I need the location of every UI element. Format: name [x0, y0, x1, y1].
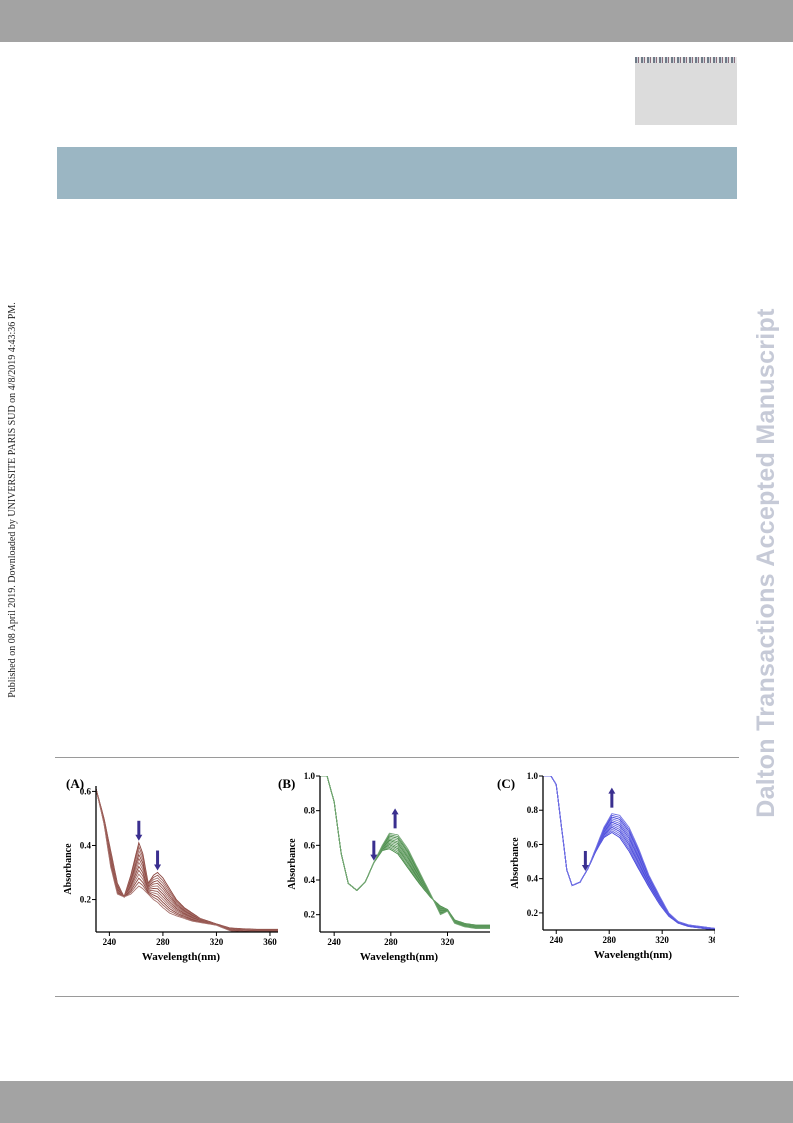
logo-strip [635, 57, 737, 63]
header-bar [0, 0, 793, 42]
panel-label: (C) [497, 776, 515, 791]
spectrum-line [543, 776, 715, 929]
x-axis-label: Wavelength(nm) [360, 951, 439, 963]
figure-top-rule [55, 757, 739, 758]
x-tick-label: 320 [441, 937, 455, 947]
accepted-manuscript-watermark: Dalton Transactions Accepted Manuscript [752, 308, 780, 818]
arrow-up-icon [391, 808, 399, 829]
spectrum-line [543, 776, 715, 930]
x-tick-label: 280 [156, 937, 170, 947]
spectrum-line [543, 776, 715, 930]
article-title-band [57, 147, 737, 199]
spectrum-line [543, 776, 715, 930]
spectrum-line [543, 776, 715, 930]
spectrum-line [543, 776, 715, 930]
spectrum-line [96, 788, 239, 932]
y-tick-label: 0.4 [527, 874, 539, 884]
chart-panel-a: 240 280 320 360 0.2 0.4 0.6 Wavelength(nm) Absor… [63, 776, 278, 963]
y-tick-label: 0.2 [527, 908, 539, 918]
y-tick-label: 0.8 [304, 806, 316, 816]
x-tick-label: 320 [655, 935, 669, 945]
x-tick-label: 320 [210, 937, 224, 947]
x-tick-label: 240 [549, 935, 563, 945]
spectrum-line [96, 788, 278, 931]
y-tick-label: 1.0 [527, 771, 539, 781]
x-tick-label: 240 [327, 937, 341, 947]
arrow-up-icon [608, 787, 616, 808]
spectrum-line [543, 776, 715, 930]
journal-logo-placeholder [635, 57, 737, 125]
panel-label: (A) [66, 776, 84, 791]
spectrum-line [96, 788, 241, 932]
y-axis-label: Absorbance [510, 837, 521, 889]
spectrum-line [543, 776, 715, 929]
spectrum-line [96, 788, 278, 930]
footer-bar [0, 1081, 793, 1123]
spectrum-line [543, 776, 715, 930]
spectra-group [543, 776, 715, 930]
x-tick-label: 280 [602, 935, 616, 945]
y-axis-label: Absorbance [287, 838, 298, 890]
y-tick-label: 0.6 [304, 840, 316, 850]
arrow-down-icon [135, 820, 143, 841]
y-tick-label: 0.8 [527, 805, 539, 815]
y-tick-label: 0.2 [304, 910, 316, 920]
chart-panel-b: 240 280 320 0.2 0.4 0.6 0.8 1.0 Wavelength(nm) Ab… [278, 771, 490, 963]
publication-note: Published on 08 April 2019. Downloaded b… [7, 302, 18, 698]
y-tick-label: 0.6 [527, 839, 539, 849]
x-axis-label: Wavelength(nm) [142, 951, 221, 963]
x-tick-label: 280 [384, 937, 398, 947]
y-tick-label: 0.4 [304, 875, 316, 885]
panel-label: (B) [278, 776, 295, 791]
y-tick-label: 0.4 [80, 840, 92, 850]
spectra-group [320, 776, 490, 929]
x-axis-label: Wavelength(nm) [594, 949, 673, 961]
spectrum-line [320, 776, 490, 927]
y-tick-label: 0.6 [80, 786, 92, 796]
spectrum-line [320, 776, 490, 927]
spectrum-line [543, 776, 715, 930]
y-axis-label: Absorbance [63, 843, 74, 895]
spectrum-line [320, 776, 490, 928]
x-tick-label: 360 [708, 935, 715, 945]
x-tick-label: 240 [103, 937, 117, 947]
arrow-down-icon [154, 850, 162, 871]
spectrum-line [320, 776, 490, 929]
figure-bottom-rule [55, 996, 739, 997]
arrow-down-icon [581, 850, 589, 871]
arrow-down-icon [370, 840, 378, 861]
spectrum-line [96, 788, 243, 932]
spectrum-line [543, 776, 715, 930]
spectrum-line [543, 776, 715, 930]
y-tick-label: 0.2 [80, 895, 92, 905]
chart-panel-c: 240 280 320 360 0.2 0.4 0.6 0.8 1.0 Wavelength(nm… [497, 771, 715, 961]
x-tick-label: 360 [263, 937, 277, 947]
y-tick-label: 1.0 [304, 771, 316, 781]
spectra-group [96, 788, 278, 932]
